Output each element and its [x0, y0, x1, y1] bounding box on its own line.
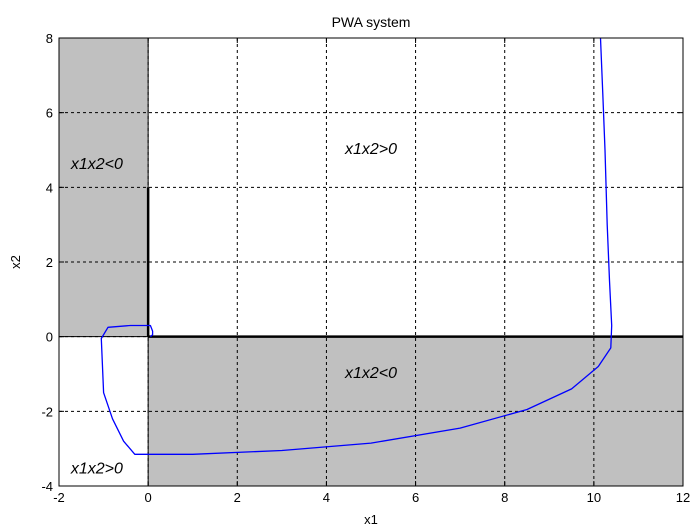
trajectory-series — [100, 37, 613, 455]
region-label-0: x1x2<0 — [70, 156, 123, 173]
y-ticks: -4 -2 0 2 4 6 8 — [41, 31, 683, 494]
region-label-3: x1x2>0 — [70, 460, 123, 477]
x-tick-label-3: 4 — [323, 490, 330, 505]
y-tick-label-6: 8 — [46, 31, 53, 46]
x-tick-label-5: 8 — [501, 490, 508, 505]
trajectory-line-0 — [100, 37, 613, 455]
x-tick-label-1: 0 — [145, 490, 152, 505]
x-ticks: -2 0 2 4 6 8 10 12 — [53, 38, 690, 505]
region-labels: x1x2<0 x1x2>0 x1x2<0 x1x2>0 — [70, 141, 397, 477]
y-tick-label-3: 2 — [46, 255, 53, 270]
y-tick-label-5: 6 — [46, 106, 53, 121]
x-tick-label-0: -2 — [53, 490, 65, 505]
y-tick-label-4: 4 — [46, 180, 53, 195]
y-tick-label-2: 0 — [46, 330, 53, 345]
x-tick-label-6: 10 — [587, 490, 601, 505]
x-axis-label: x1 — [364, 512, 378, 527]
y-tick-label-1: -2 — [41, 404, 53, 419]
chart-title: PWA system — [332, 14, 411, 30]
x-tick-label-2: 2 — [234, 490, 241, 505]
region-label-2: x1x2<0 — [344, 365, 397, 382]
y-axis-label: x2 — [8, 255, 23, 269]
x-tick-label-4: 6 — [412, 490, 419, 505]
y-tick-label-0: -4 — [41, 479, 53, 494]
region-label-1: x1x2>0 — [344, 141, 397, 158]
thick-boundaries — [146, 187, 683, 338]
x-tick-label-7: 12 — [676, 490, 690, 505]
